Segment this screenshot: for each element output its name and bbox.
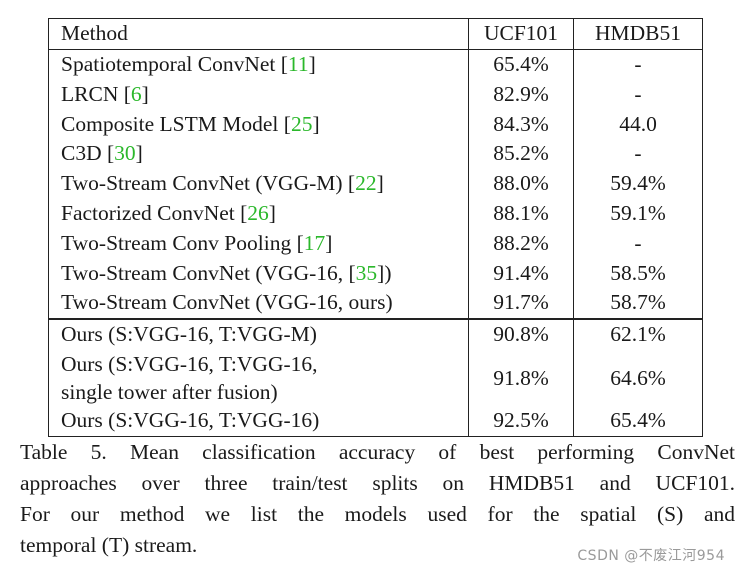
hmdb51-value: 64.6%: [573, 349, 703, 406]
hmdb51-value: 58.5%: [573, 258, 703, 289]
method-name: C3D: [61, 141, 102, 166]
results-table: Method UCF101 HMDB51 Spatiotemporal Conv…: [48, 18, 703, 437]
hmdb51-value: -: [573, 139, 703, 169]
ucf101-value: 88.1%: [468, 198, 574, 229]
ucf101-value: 85.2%: [468, 139, 574, 169]
caption-line: temporal (T) stream.: [20, 533, 198, 557]
hmdb51-value: -: [573, 48, 703, 80]
hmdb51-value: 59.1%: [573, 198, 703, 229]
hmdb51-value: 58.7%: [573, 288, 703, 319]
citation-link[interactable]: 11: [287, 51, 309, 76]
table-row: Composite LSTM Model [25] 84.3% 44.0: [48, 109, 703, 140]
method-name-line1: Ours (S:VGG-16, T:VGG-16,: [61, 351, 318, 376]
method-cell: Two-Stream ConvNet (VGG-M) [22]: [48, 168, 469, 199]
method-cell: Two-Stream ConvNet (VGG-16, [35]): [48, 258, 469, 289]
method-cell: Composite LSTM Model [25]: [48, 109, 469, 140]
table-row: LRCN [6] 82.9% -: [48, 79, 703, 110]
method-name: LRCN: [61, 81, 119, 106]
citation-link[interactable]: 22: [355, 171, 377, 196]
method-name-line2: single tower after fusion): [61, 379, 278, 404]
citation-link[interactable]: 17: [303, 230, 326, 255]
method-name-suffix: ): [384, 260, 392, 285]
method-cell: LRCN [6]: [48, 79, 469, 110]
table-row: Factorized ConvNet [26] 88.1% 59.1%: [48, 198, 703, 229]
method-cell: Factorized ConvNet [26]: [48, 198, 469, 229]
ucf101-value: 84.3%: [468, 109, 574, 140]
method-name: Spatiotemporal ConvNet: [61, 51, 276, 76]
table-row: Two-Stream ConvNet (VGG-M) [22] 88.0% 59…: [48, 168, 703, 199]
table-row: Spatiotemporal ConvNet [11] 65.4% -: [48, 48, 703, 80]
table-row: Two-Stream ConvNet (VGG-16, ours) 91.7% …: [48, 288, 703, 319]
header-ucf101: UCF101: [468, 18, 574, 50]
method-cell: Two-Stream Conv Pooling [17]: [48, 228, 469, 259]
method-name: Two-Stream ConvNet (VGG-M): [61, 171, 343, 196]
caption-line: Table 5. Mean classification accuracy of…: [20, 440, 735, 464]
header-hmdb51: HMDB51: [573, 18, 703, 50]
ucf101-value: 92.5%: [468, 405, 574, 437]
header-method: Method: [48, 18, 469, 50]
citation-link[interactable]: 6: [130, 81, 142, 106]
ucf101-value: 82.9%: [468, 79, 574, 110]
citation-link[interactable]: 26: [247, 200, 269, 225]
method-cell: Spatiotemporal ConvNet [11]: [48, 48, 469, 80]
method-name: Ours (S:VGG-16, T:VGG-M): [48, 317, 469, 350]
hmdb51-value: -: [573, 79, 703, 110]
method-cell: C3D [30]: [48, 139, 469, 169]
table-row: C3D [30] 85.2% -: [48, 139, 703, 169]
hmdb51-value: 59.4%: [573, 168, 703, 199]
ucf101-value: 91.7%: [468, 288, 574, 319]
ucf101-value: 88.2%: [468, 228, 574, 259]
citation-link[interactable]: 35: [355, 260, 378, 285]
ucf101-value: 90.8%: [468, 317, 574, 350]
header-row: Method UCF101 HMDB51: [48, 18, 703, 50]
hmdb51-value: 44.0: [573, 109, 703, 140]
ours-row: Ours (S:VGG-16, T:VGG-M) 90.8% 62.1%: [48, 317, 703, 350]
method-name: Factorized ConvNet: [61, 200, 235, 225]
hmdb51-value: 62.1%: [573, 317, 703, 350]
citation-link[interactable]: 30: [114, 141, 136, 166]
ucf101-value: 91.8%: [468, 349, 574, 406]
ours-row: Ours (S:VGG-16, T:VGG-16, single tower af…: [48, 349, 703, 406]
watermark: CSDN @不废江河954: [577, 548, 725, 564]
method-cell: Ours (S:VGG-16, T:VGG-16, single tower af…: [48, 349, 469, 406]
table-caption: Table 5. Mean classification accuracy of…: [20, 437, 735, 561]
caption-line: approaches over three train/test splits …: [20, 471, 735, 495]
table-row: Two-Stream Conv Pooling [17] 88.2% -: [48, 228, 703, 259]
hmdb51-value: 65.4%: [573, 405, 703, 437]
ucf101-value: 91.4%: [468, 258, 574, 289]
method-name: Two-Stream Conv Pooling: [61, 230, 292, 255]
table-row: Two-Stream ConvNet (VGG-16, [35]) 91.4% …: [48, 258, 703, 289]
method-name: Two-Stream ConvNet (VGG-16, ours): [48, 288, 469, 319]
method-name: Ours (S:VGG-16, T:VGG-16): [48, 405, 469, 437]
ucf101-value: 65.4%: [468, 48, 574, 80]
method-name: Two-Stream ConvNet (VGG-16,: [61, 260, 349, 285]
caption-line: For our method we list the models used f…: [20, 502, 735, 526]
ucf101-value: 88.0%: [468, 168, 574, 199]
method-name: Composite LSTM Model: [61, 111, 279, 136]
ours-row: Ours (S:VGG-16, T:VGG-16) 92.5% 65.4%: [48, 405, 703, 437]
hmdb51-value: -: [573, 228, 703, 259]
citation-link[interactable]: 25: [290, 111, 313, 136]
